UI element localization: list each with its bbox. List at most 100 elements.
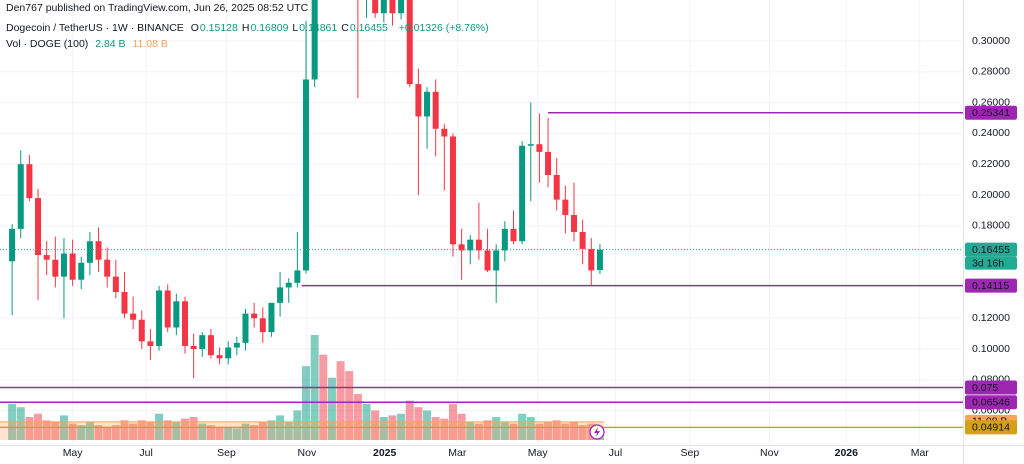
candle-body	[173, 301, 180, 328]
level-label: 0.14115	[972, 280, 1009, 292]
level-label: 0.075	[972, 382, 998, 394]
ohlc-value: 0.16455	[349, 22, 388, 34]
volume-bar	[206, 425, 215, 440]
candle-body	[35, 198, 42, 256]
candle-body	[570, 215, 577, 232]
volume-bar	[129, 423, 138, 440]
candle-body	[259, 318, 266, 333]
x-tick-label: Sep	[217, 447, 236, 459]
countdown-badge	[965, 256, 1017, 270]
volume-bar	[492, 417, 501, 440]
volume-bar	[569, 421, 578, 440]
candle-body	[104, 259, 111, 277]
volume-bar	[111, 425, 120, 440]
volume-ma-value: 11.08 B	[132, 38, 168, 50]
candle-body	[467, 239, 474, 251]
level-label: 0.04914	[972, 422, 1010, 434]
volume-bar	[163, 420, 172, 440]
candle-body	[251, 313, 258, 319]
last-price-label: 0.16455	[972, 244, 1010, 256]
candle-body	[216, 355, 223, 359]
volume-bar	[431, 417, 440, 440]
volume-bar	[267, 420, 276, 440]
candle-body	[562, 199, 569, 216]
volume-bar	[345, 371, 354, 440]
candle-body	[449, 136, 456, 245]
x-tick-label: 2025	[373, 447, 397, 459]
x-tick-label: Nov	[760, 447, 779, 459]
volume-line: Vol · DOGE (100) 2.84 B 11.08 B	[6, 38, 172, 50]
volume-bar	[215, 426, 224, 440]
volume-bar	[77, 425, 86, 440]
volume-bar	[284, 421, 293, 440]
candle-body	[536, 144, 543, 152]
candle-body	[190, 345, 197, 350]
x-tick-label: Jul	[609, 447, 622, 459]
volume-bar	[474, 423, 483, 440]
ohlc-value: 0.14861	[299, 22, 338, 34]
candle-body	[303, 79, 310, 271]
candle-body	[130, 313, 137, 320]
candle-body	[398, 0, 405, 14]
volume-bar	[509, 423, 518, 440]
symbol-line: Dogecoin / TetherUS · 1W · BINANCE O0.15…	[6, 22, 493, 34]
volume-bar	[293, 410, 302, 440]
y-tick-label: 0.30000	[972, 35, 1010, 47]
ohlc-key: H	[241, 22, 250, 34]
volume-bar	[258, 421, 267, 440]
countdown-label: 3d 16h	[972, 257, 1004, 269]
x-tick-label: Nov	[298, 447, 317, 459]
x-tick-label: May	[63, 447, 84, 459]
candle-pane	[9, 0, 603, 379]
candle-body	[588, 248, 595, 271]
volume-bar	[466, 421, 475, 440]
y-tick-label: 0.18000	[972, 220, 1010, 232]
volume-bar	[250, 425, 259, 440]
candle-body	[17, 164, 24, 229]
candle-body	[268, 302, 275, 333]
candle-body	[233, 342, 240, 348]
volume-bar	[25, 417, 34, 440]
candle-body	[545, 151, 552, 175]
volume-bar	[146, 421, 155, 440]
volume-bar	[85, 421, 94, 440]
volume-bar	[483, 420, 492, 440]
candle-body	[112, 276, 119, 293]
volume-bar	[120, 420, 129, 440]
ohlc-key: O	[190, 22, 199, 34]
volume-bar	[526, 417, 535, 440]
volume-bar	[414, 407, 423, 440]
candle-body	[372, 0, 379, 14]
candle-body	[519, 145, 526, 242]
volume-bar	[379, 417, 388, 440]
grid	[0, 0, 963, 445]
candle-body	[294, 270, 301, 283]
volume-bar	[405, 400, 414, 440]
candle-body	[86, 241, 93, 263]
candle-body	[458, 244, 465, 251]
volume-bar	[198, 423, 207, 440]
candle-body	[164, 290, 171, 328]
volume-bar	[172, 421, 181, 440]
volume-bar	[51, 421, 60, 440]
y-tick-label: 0.26000	[972, 96, 1010, 108]
volume-bar	[224, 426, 233, 440]
volume-bar	[103, 426, 112, 440]
x-tick-label: Mar	[911, 447, 930, 459]
candle-body	[501, 228, 508, 251]
y-tick-label: 0.28000	[972, 66, 1010, 78]
volume-bar	[327, 377, 336, 440]
volume-label: Vol · DOGE (100)	[6, 38, 89, 50]
level-badge	[965, 105, 1017, 120]
y-tick-label: 0.20000	[972, 189, 1010, 201]
candle-body	[60, 253, 67, 277]
volume-bar	[68, 423, 77, 440]
x-tick-label: Mar	[448, 447, 467, 459]
volume-bar	[423, 410, 432, 440]
volume-ma-area	[0, 421, 604, 440]
candle-body	[380, 0, 387, 14]
